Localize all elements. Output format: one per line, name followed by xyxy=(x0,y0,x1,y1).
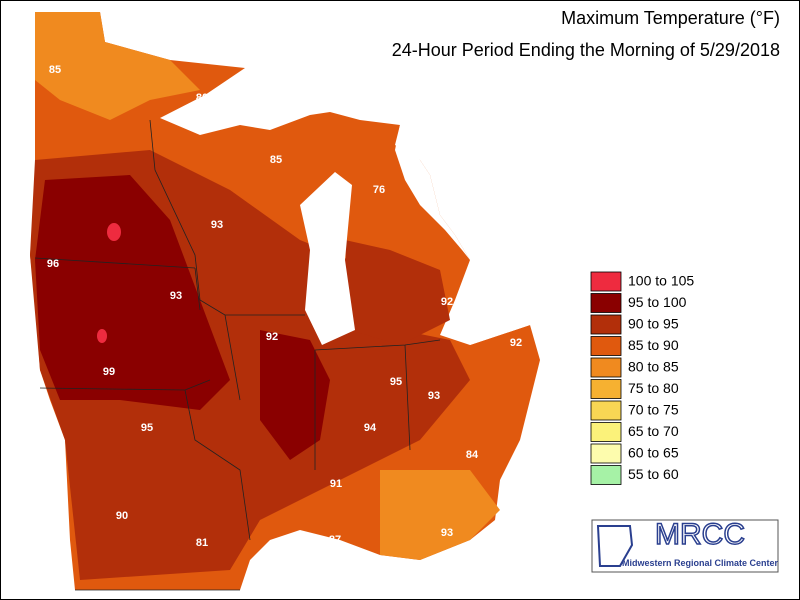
lake-michigan xyxy=(300,172,355,345)
contour-label: 93 xyxy=(170,290,182,302)
contour-label: 96 xyxy=(47,258,59,270)
contour-label: 99 xyxy=(103,366,115,378)
contour-label: 87 xyxy=(329,534,341,546)
region-80-85 xyxy=(380,470,500,560)
contour-label: 92 xyxy=(266,331,278,343)
logo-full-name: Midwestern Regional Climate Center xyxy=(622,558,779,568)
legend-swatch xyxy=(590,443,622,464)
lake-huron xyxy=(395,125,470,260)
legend-swatch xyxy=(590,336,622,356)
legend-swatch xyxy=(590,400,622,421)
contour-label: 76 xyxy=(373,184,385,196)
contour-label: 84 xyxy=(466,449,479,461)
legend-swatch xyxy=(590,379,622,399)
legend-label: 100 to 105 xyxy=(628,273,694,289)
legend-label: 85 to 90 xyxy=(628,337,679,353)
region-95-100 xyxy=(35,175,230,410)
contour-label: 85 xyxy=(270,154,282,166)
contour-label: 93 xyxy=(441,527,453,539)
title: Maximum Temperature (°F) xyxy=(561,8,780,28)
region-90-95 xyxy=(345,240,450,345)
subtitle: 24-Hour Period Ending the Morning of 5/2… xyxy=(392,40,780,60)
contour-label: 93 xyxy=(428,390,440,402)
legend: 100 to 105 95 to 100 90 to 95 85 to 90 80 to… xyxy=(590,271,694,485)
legend-swatch xyxy=(590,465,622,485)
logo-icon xyxy=(596,525,634,567)
contour-label: 93 xyxy=(211,219,223,231)
region-95-100 xyxy=(260,330,330,460)
contour-label: 95 xyxy=(390,376,402,388)
legend-swatch xyxy=(590,271,622,292)
contour-labels: 85 80 85 76 93 96 93 92 92 92 99 95 93 9… xyxy=(47,64,522,549)
legend-swatch xyxy=(590,422,622,442)
contour-label: 94 xyxy=(364,422,377,434)
legend-label: 65 to 70 xyxy=(628,423,679,439)
legend-label: 70 to 75 xyxy=(628,402,679,418)
lake-erie xyxy=(470,318,530,345)
region-100-105 xyxy=(107,223,121,241)
legend-label: 55 to 60 xyxy=(628,466,679,482)
legend-label: 75 to 80 xyxy=(628,380,679,396)
legend-label: 95 to 100 xyxy=(628,294,687,310)
contour-label: 80 xyxy=(196,92,208,104)
legend-label: 80 to 85 xyxy=(628,359,679,375)
legend-swatch xyxy=(590,314,622,335)
contour-label: 95 xyxy=(141,422,153,434)
region-80-85 xyxy=(35,12,200,120)
contour-label: 92 xyxy=(510,337,522,349)
contour-label: 85 xyxy=(49,64,61,76)
region-100-105 xyxy=(97,329,107,343)
contour-label: 92 xyxy=(441,296,453,308)
legend-swatch xyxy=(590,357,622,378)
contour-label: 90 xyxy=(116,510,128,522)
logo: MRCC Midwestern Regional Climate Center xyxy=(591,517,779,573)
state-lines xyxy=(34,119,441,591)
legend-label: 90 to 95 xyxy=(628,316,679,332)
contour-label: 81 xyxy=(196,537,208,549)
legend-swatch xyxy=(590,293,622,313)
map xyxy=(30,12,540,591)
logo-name: MRCC xyxy=(655,518,745,551)
legend-label: 60 to 65 xyxy=(628,445,679,461)
contour-label: 91 xyxy=(330,478,342,490)
